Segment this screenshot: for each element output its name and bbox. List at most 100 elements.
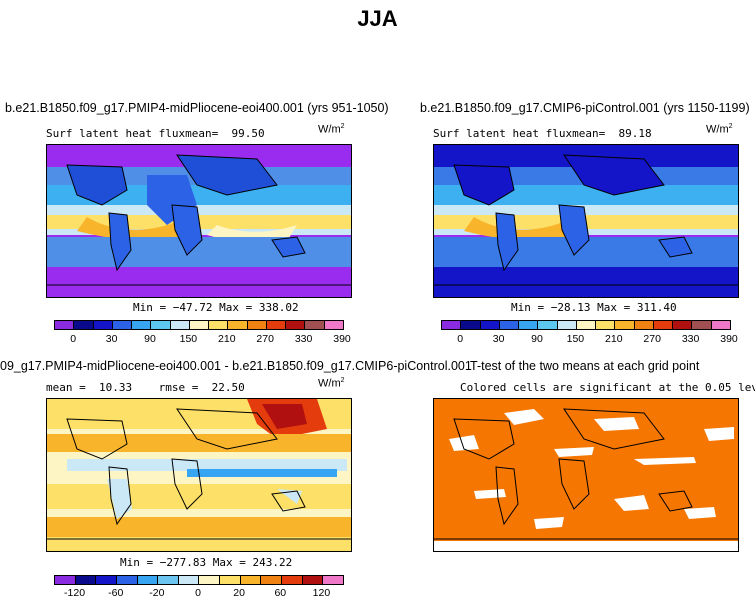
panel2-title: b.e21.B1850.f09_g17.CMIP6-piControl.001 … — [420, 101, 750, 115]
panel2-stat-value: 89.18 — [618, 127, 652, 140]
colorbar-swatch — [692, 321, 712, 329]
panel1-map-svg — [47, 145, 351, 297]
colorbar-swatch — [112, 321, 133, 329]
panel1-colorbar — [54, 320, 344, 330]
panel2-subtitle: Surf latent heat flux — [433, 127, 573, 140]
panel1-title: b.e21.B1850.f09_g17.PMIP4-midPliocene-eo… — [5, 101, 389, 115]
colorbar-swatch — [199, 576, 221, 584]
panel4-map — [433, 398, 739, 552]
colorbar-tick-label: -120 — [64, 587, 86, 599]
panel3-title: 09_g17.PMIP4-midPliocene-eoi400.001 - b.… — [0, 359, 472, 373]
colorbar-swatch — [596, 321, 616, 329]
colorbar-tick-label: -20 — [149, 587, 165, 599]
colorbar-tick-label: 270 — [643, 333, 661, 345]
colorbar-swatch — [557, 321, 577, 329]
colorbar-tick-label: 30 — [492, 333, 505, 345]
panel1-minmax: Min = −47.72 Max = 338.02 — [133, 301, 299, 314]
colorbar-swatch — [116, 576, 138, 584]
colorbar-swatch — [137, 576, 159, 584]
colorbar-swatch — [74, 321, 94, 329]
colorbar-tick-label: 210 — [218, 333, 236, 345]
colorbar-swatch — [178, 576, 200, 584]
colorbar-swatch — [240, 576, 262, 584]
panel2-map — [433, 144, 739, 298]
colorbar-tick-label: 90 — [144, 333, 156, 345]
panel4-title: T-test of the two means at each grid poi… — [470, 359, 700, 373]
panel1-units: W/m2 — [318, 123, 345, 136]
panel2-units: W/m2 — [706, 123, 733, 136]
colorbar-swatch — [615, 321, 635, 329]
colorbar-swatch — [286, 321, 306, 329]
colorbar-swatch — [499, 321, 520, 329]
panel4-map-svg — [434, 399, 738, 551]
panel3-rmse-value: 22.50 — [211, 381, 245, 394]
panel3-colorbar — [54, 575, 344, 585]
colorbar-swatch — [282, 576, 303, 584]
panel1-map — [46, 144, 352, 298]
colorbar-swatch — [302, 576, 324, 584]
colorbar-swatch — [538, 321, 558, 329]
colorbar-swatch — [55, 576, 76, 584]
colorbar-tick-label: 330 — [294, 333, 313, 345]
colorbar-swatch — [151, 321, 171, 329]
colorbar-swatch — [461, 321, 481, 329]
colorbar-tick-label: -60 — [108, 587, 124, 599]
colorbar-swatch — [261, 576, 283, 584]
colorbar-swatch — [55, 321, 75, 329]
colorbar-tick-label: 30 — [105, 333, 118, 345]
panel3-minmax: Min = −277.83 Max = 243.22 — [120, 556, 293, 569]
colorbar-tick-label: 210 — [605, 333, 623, 345]
colorbar-swatch — [266, 321, 287, 329]
colorbar-tick-label: 60 — [274, 587, 287, 599]
colorbar-swatch — [442, 321, 462, 329]
panel1-subtitle: Surf latent heat flux — [46, 127, 186, 140]
panel2-stat-label: mean= — [572, 127, 606, 140]
page-title: JJA — [357, 6, 398, 31]
colorbar-tick-label: 150 — [566, 333, 585, 345]
panel3-rmse-label: rmse = — [158, 381, 199, 394]
colorbar-swatch — [158, 576, 179, 584]
colorbar-swatch — [209, 321, 229, 329]
colorbar-tick-label: 150 — [179, 333, 198, 345]
colorbar-swatch — [576, 321, 597, 329]
panel4-subtitle: Colored cells are significant at the 0.0… — [460, 381, 755, 394]
colorbar-swatch — [220, 576, 241, 584]
colorbar-swatch — [711, 321, 730, 329]
colorbar-swatch — [189, 321, 210, 329]
colorbar-swatch — [673, 321, 693, 329]
panel3-map-svg — [47, 399, 351, 551]
colorbar-swatch — [132, 321, 152, 329]
colorbar-tick-label: 90 — [531, 333, 543, 345]
colorbar-swatch — [324, 321, 343, 329]
colorbar-swatch — [228, 321, 248, 329]
colorbar-tick-label: 390 — [720, 333, 738, 345]
colorbar-tick-label: 120 — [312, 587, 331, 599]
colorbar-tick-label: 330 — [681, 333, 700, 345]
panel3-map — [46, 398, 352, 552]
colorbar-tick-label: 0 — [457, 333, 464, 345]
colorbar-tick-label: 390 — [333, 333, 351, 345]
panel3-stat-label: mean = — [46, 381, 86, 394]
colorbar-swatch — [96, 576, 117, 584]
colorbar-swatch — [634, 321, 654, 329]
colorbar-tick-label: 270 — [256, 333, 274, 345]
panel2-colorbar — [441, 320, 731, 330]
panel2-minmax: Min = −28.13 Max = 311.40 — [511, 301, 677, 314]
colorbar-tick-label: 0 — [195, 587, 201, 599]
colorbar-swatch — [323, 576, 343, 584]
colorbar-swatch — [93, 321, 113, 329]
colorbar-swatch — [75, 576, 97, 584]
panel1-stat-value: 99.50 — [231, 127, 265, 140]
panel3-units: W/m2 — [318, 377, 345, 390]
panel1-stat-label: mean= — [185, 127, 219, 140]
panel3-subtitle-row: mean = 10.33 rmse = 22.50 — [46, 381, 245, 394]
panel1-subtitle-row: Surf latent heat fluxmean= 99.50 — [46, 127, 265, 140]
colorbar-swatch — [305, 321, 325, 329]
panel2-map-svg — [434, 145, 738, 297]
colorbar-tick-label: 20 — [233, 587, 245, 599]
panel3-stat-value: 10.33 — [99, 381, 133, 394]
colorbar-swatch — [653, 321, 674, 329]
colorbar-swatch — [170, 321, 190, 329]
colorbar-swatch — [247, 321, 267, 329]
panel2-subtitle-row: Surf latent heat fluxmean= 89.18 — [433, 127, 652, 140]
